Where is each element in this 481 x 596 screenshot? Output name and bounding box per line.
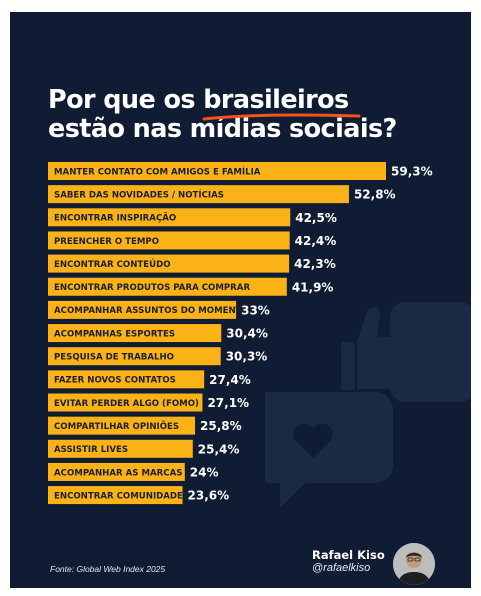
bar — [48, 439, 193, 458]
bar-chart: MANTER CONTATO COM AMIGOS E FAMÍLIA 59,3%… — [48, 162, 433, 505]
person-icon — [393, 543, 435, 585]
bar-category-label: PESQUISA DE TRABALHO — [54, 353, 174, 363]
title-line1-pre: Por que os — [48, 85, 204, 115]
bar — [48, 231, 290, 250]
bar — [48, 162, 386, 180]
bar — [48, 347, 221, 366]
bar-category-label: ENCONTRAR CONTEÚDO — [54, 258, 171, 270]
bar-category-label: PREENCHER O TEMPO — [54, 237, 159, 247]
bar-value-label: 42,4% — [295, 234, 337, 248]
bar-category-label: ENCONTRAR COMUNIDADES — [54, 491, 189, 501]
title-highlight: brasileiros — [202, 85, 361, 121]
bar-value-label: 23,6% — [188, 489, 230, 503]
bar-category-label: MANTER CONTATO COM AMIGOS E FAMÍLIA — [54, 165, 261, 177]
bar-value-label: 41,9% — [292, 280, 334, 294]
bar-value-label: 52,8% — [354, 188, 396, 202]
bar-value-label: 42,5% — [295, 211, 337, 225]
bar — [48, 277, 287, 296]
title-line2: estão nas mídias sociais? — [48, 114, 397, 144]
bar-value-label: 24% — [190, 465, 219, 479]
author-name: Rafael Kiso — [312, 548, 385, 562]
author-handle: @rafaelkiso — [312, 562, 371, 574]
bar — [48, 300, 237, 319]
bar-category-label: ACOMPANHAR AS MARCAS — [54, 468, 182, 478]
bar-category-label: ACOMPANHAS ESPORTES — [54, 329, 175, 339]
bar — [48, 370, 205, 389]
bar-value-label: 27,4% — [209, 373, 251, 387]
bar-category-label: FAZER NOVOS CONTATOS — [54, 376, 176, 386]
bar-value-label: 30,4% — [226, 327, 268, 341]
bar — [48, 185, 349, 204]
bar — [48, 486, 183, 505]
title-highlight-word: brasileiros — [203, 85, 349, 115]
bar — [48, 416, 196, 435]
bar-value-label: 25,8% — [200, 419, 242, 433]
bar — [48, 324, 222, 343]
bar — [48, 393, 203, 412]
underline-swoosh — [202, 113, 361, 121]
author-avatar — [393, 543, 435, 585]
bar-category-label: ASSISTIR LIVES — [54, 445, 128, 455]
bar — [48, 208, 291, 227]
author-block: Rafael Kiso @rafaelkiso — [312, 548, 385, 574]
source-note: Fonte: Global Web Index 2025 — [50, 564, 166, 574]
bar-category-label: ACOMPANHAR ASSUNTOS DO MOMENTO — [54, 306, 249, 316]
bar-category-label: ENCONTRAR INSPIRAÇÃO — [54, 213, 176, 224]
infographic-card: Por que os brasileiros estão nas mídias … — [10, 12, 471, 588]
bar — [48, 462, 185, 481]
bar-category-label: EVITAR PERDER ALGO (FOMO) — [54, 399, 199, 409]
bar-category-label: ENCONTRAR PRODUTOS PARA COMPRAR — [54, 283, 250, 293]
bar-value-label: 59,3% — [391, 165, 433, 179]
bar-category-label: SABER DAS NOVIDADES / NOTÍCIAS — [54, 188, 224, 200]
bar-value-label: 42,3% — [294, 257, 336, 271]
bar-category-label: COMPARTILHAR OPINIÕES — [54, 420, 179, 432]
bar-value-label: 27,1% — [207, 396, 249, 410]
bar-value-label: 30,3% — [226, 350, 268, 364]
bar-value-label: 33% — [241, 303, 270, 317]
bar-value-label: 25,4% — [198, 442, 240, 456]
bar — [48, 254, 290, 273]
chart-title: Por que os brasileiros estão nas mídias … — [48, 86, 397, 144]
social-icons-watermark — [265, 302, 471, 508]
